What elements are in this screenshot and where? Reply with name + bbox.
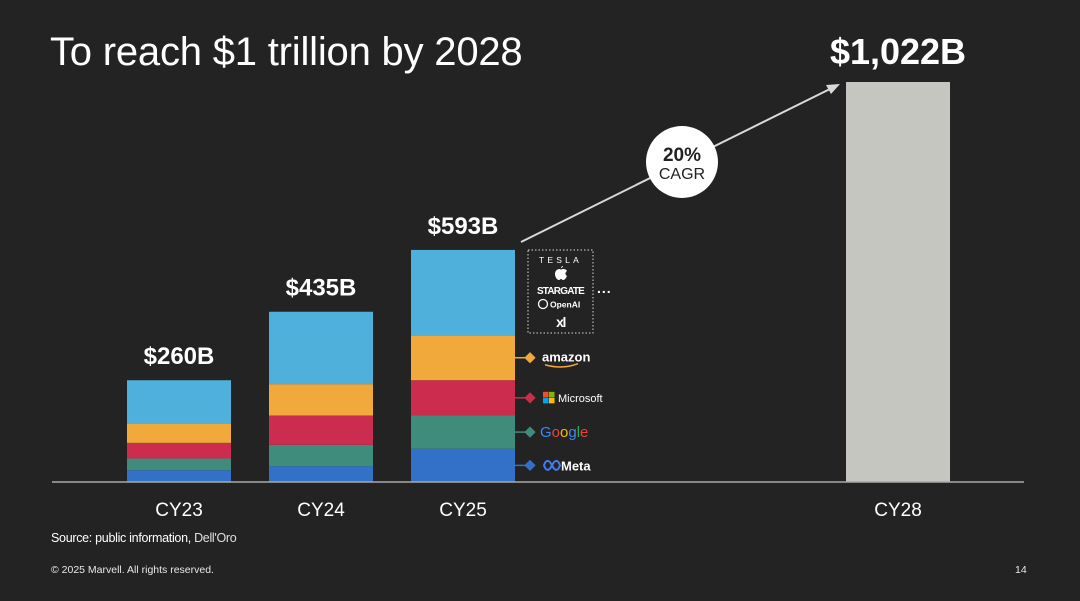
legend-item-microsoft: Microsoft (515, 391, 603, 405)
bar-segment-cy24-meta (269, 466, 373, 482)
bar-segment-cy24-other (269, 311, 373, 385)
more-indicator: ... (597, 280, 612, 296)
meta-logo-text: Meta (561, 458, 591, 473)
xai-logo: xlxAI (556, 314, 565, 330)
slide-title: To reach $1 trillion by 2028 (50, 30, 523, 74)
bar-segment-cy23-other (127, 380, 231, 424)
cagr-label: CAGR (659, 166, 705, 183)
bar-segment-cy23-microsoft (127, 442, 231, 459)
legend: amazon Microsoft Google Meta TESLA STARGATE Op… (515, 249, 603, 473)
cagr-annotation: 20%CAGR (520, 84, 840, 243)
legend-diamond-marker (524, 392, 536, 404)
other-customers-box: TESLA STARGATE OpenAI xlxAI (527, 249, 594, 334)
bars-layer (127, 82, 950, 482)
total-labels: $260B $435B $593B $1,022B (144, 31, 966, 370)
amazon-logo: amazon (542, 350, 590, 365)
legend-item-google: Google (515, 424, 588, 441)
total-label-cy25: $593B (428, 213, 499, 240)
total-label-cy24: $435B (286, 275, 357, 302)
dotted-border (527, 249, 594, 334)
bar-segment-cy23-google (127, 458, 231, 471)
bar-segment-cy24-microsoft (269, 415, 373, 445)
total-label-cy23: $260B (144, 343, 215, 370)
legend-diamond-marker (524, 426, 536, 438)
openai-logo-icon (537, 298, 549, 310)
bar-segment-cy23-amazon (127, 423, 231, 443)
x-tick-cy23: CY23 (155, 500, 203, 521)
bar-segment-cy25-amazon (411, 335, 515, 381)
page-number: 14 (1015, 564, 1027, 576)
arrowhead-icon (826, 84, 840, 94)
stargate-logo: STARGATE (537, 286, 585, 297)
total-label-cy28: $1,022B (830, 31, 966, 72)
bar-segment-cy25-meta (411, 448, 515, 482)
apple-logo-icon (555, 266, 567, 280)
microsoft-logo-icon (543, 397, 549, 404)
x-tick-cy24: CY24 (297, 500, 345, 521)
openai-logo-text: OpenAI (550, 300, 580, 310)
microsoft-logo-text: Microsoft (558, 393, 603, 405)
bar-segment-cy25-google (411, 415, 515, 449)
x-tick-cy25: CY25 (439, 500, 487, 521)
source-label: Source: public information, (51, 531, 191, 545)
google-logo: Google (540, 424, 588, 441)
microsoft-logo-icon (549, 397, 555, 404)
legend-item-meta: Meta (515, 458, 591, 473)
bar-segment-cy24-google (269, 444, 373, 467)
bar-segment-cy25-other (411, 249, 515, 336)
legend-diamond-marker (524, 352, 536, 364)
cagr-bubble (646, 126, 718, 198)
copyright: © 2025 Marvell. All rights reserved. (51, 564, 214, 576)
tesla-logo: TESLA (539, 255, 582, 265)
microsoft-logo-icon (543, 391, 549, 398)
legend-diamond-marker (524, 459, 536, 472)
bar-segment-cy23-meta (127, 470, 231, 482)
x-tick-labels: CY23 CY24 CY25 CY28 (155, 500, 922, 521)
x-tick-cy28: CY28 (874, 500, 922, 521)
microsoft-logo-icon (549, 391, 555, 398)
bar-segment-cy25-microsoft (411, 380, 515, 416)
cagr-value: 20% (663, 145, 701, 166)
source-name: Dell'Oro (190, 531, 237, 545)
bar-segment-cy28-total (846, 82, 950, 482)
meta-infinity-icon (542, 459, 562, 471)
bar-segment-cy24-amazon (269, 384, 373, 416)
amazon-smile-icon (544, 363, 579, 368)
legend-item-amazon: amazon (515, 350, 590, 368)
source-note: Source: public information, Dell'Oro (51, 531, 237, 545)
